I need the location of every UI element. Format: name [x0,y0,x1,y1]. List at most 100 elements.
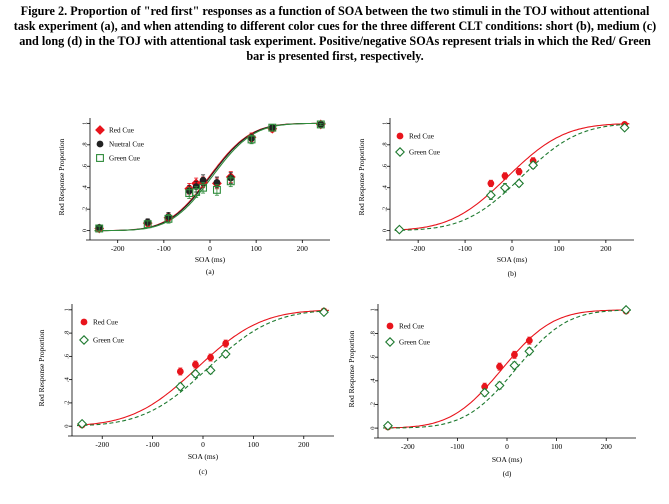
data-point-1 [485,190,496,201]
y-tick-label: 1 [382,122,389,125]
y-tick-label: .4 [382,185,389,191]
data-point-1 [176,368,184,375]
y-tick-label: 1 [64,308,71,311]
x-tick-label: -100 [146,440,160,449]
data-point-6 [213,178,221,186]
data-series [382,304,632,431]
fit-curve [394,123,630,231]
data-point-8 [247,135,256,144]
legend-label: Nuetral Cue [109,141,144,149]
legend-label: Green Cue [409,149,440,157]
fit-curve [94,122,326,232]
y-tick-label: .2 [64,400,71,405]
panel-label: (c) [199,467,208,476]
data-point-2 [499,182,510,193]
data-point-legend-1 [395,147,405,157]
fit-curve [94,122,326,232]
data-point-9 [268,123,277,132]
y-tick-label: .8 [370,331,377,336]
y-axis-label: Red Response Proportion [57,138,66,215]
data-series [95,120,325,233]
data-point-3 [515,168,523,176]
fit-curve [394,123,630,231]
data-point-0 [77,418,88,429]
x-tick-label: 0 [201,440,205,449]
data-point-legend-0 [95,125,105,135]
legend-label: Green Cue [399,339,430,347]
legend: Red Cue Green Cue [395,132,440,157]
legend-label: Red Cue [399,323,424,331]
axes: 0 .2 .4 .6 .8 1 -200 -100 0 100 200 [382,118,634,253]
data-point-1 [481,383,489,391]
y-tick-label: 0 [64,425,71,428]
data-point-4 [220,349,231,360]
y-tick-label: 0 [370,426,377,429]
data-point-2 [190,368,201,379]
axes: 0 .2 .4 .6 .8 1 -200 -100 0 100 200 [64,304,334,449]
data-point-legend-0 [386,322,394,330]
chart-svg: 0 .2 .4 .6 .8 1 -200 -100 0 100 200 Red Response Pr… [37,304,334,476]
data-point-5 [199,183,208,192]
y-tick-label: .6 [64,353,71,359]
legend-label: Green Cue [93,337,124,345]
data-point-10 [316,120,325,129]
chart-panel-a: 0 .2 .4 .6 .8 1 -200 -100 0 100 200 Red Response Pr… [52,112,332,292]
legend-label: Green Cue [109,155,140,163]
x-axis-label: SOA (ms) [188,452,219,461]
x-tick-label: 0 [208,244,212,253]
y-tick-label: 1 [82,122,89,125]
data-point-2 [501,172,509,180]
y-tick-label: .8 [64,331,71,336]
data-point-2 [494,380,505,391]
data-point-4 [525,337,533,345]
x-tick-label: 100 [248,440,260,449]
data-point-5 [621,304,632,315]
x-axis-label: SOA (ms) [492,455,523,464]
x-tick-label: 100 [553,244,565,253]
legend: Red Cue Green Cue [79,319,124,345]
legend-label: Red Cue [409,133,434,141]
data-point-5 [199,176,207,184]
data-point-6 [212,185,221,194]
data-series [77,307,329,429]
data-point-0 [95,224,104,233]
data-point-legend-0 [396,132,404,140]
chart-panel-d: 0 .2 .4 .6 .8 1 -200 -100 0 100 200 Red Response Pr… [340,298,640,498]
data-point-4 [192,188,201,196]
data-point-5 [619,122,630,133]
chart-panel-c: 0 .2 .4 .6 .8 1 -200 -100 0 100 200 Red Response Pr… [28,298,338,498]
chart-svg: 0 .2 .4 .6 .8 1 -200 -100 0 100 200 Red Response Pr… [357,118,634,278]
data-point-legend-1 [96,140,104,148]
data-point-legend-2 [96,154,104,162]
x-tick-label: -200 [95,440,109,449]
panel-label: (d) [503,469,512,478]
fit-curve [77,310,330,427]
x-tick-label: -200 [111,244,125,253]
y-tick-label: .8 [382,142,389,147]
y-tick-label: .2 [382,207,389,212]
y-axis-label: Red Response Proportion [347,330,356,407]
data-point-0 [394,224,405,235]
legend: Red Cue Green Cue [385,322,430,347]
x-tick-label: 100 [251,244,263,253]
y-tick-label: 0 [382,229,389,232]
x-tick-label: 200 [298,440,310,449]
data-point-2 [164,214,173,223]
data-point-legend-1 [385,337,395,347]
panel-label: (b) [508,269,517,278]
data-point-7 [226,177,235,186]
y-tick-label: 0 [82,229,89,232]
y-tick-label: .6 [370,354,377,360]
chart-panel-b: 0 .2 .4 .6 .8 1 -200 -100 0 100 200 Red Response Pr… [352,112,637,292]
data-point-1 [143,220,152,229]
y-axis-label: Red Response Proportion [357,138,366,215]
data-point-1 [487,180,495,187]
legend-label: Red Cue [93,319,118,327]
data-point-4 [528,160,539,171]
x-tick-label: -200 [411,244,425,253]
axes: 0 .2 .4 .6 .8 1 -200 -100 0 100 200 [370,304,636,451]
data-point-2 [192,361,199,368]
data-point-legend-1 [79,335,89,345]
figure-caption: Figure 2. Proportion of "red first" resp… [13,4,657,63]
data-point-0 [382,420,393,431]
